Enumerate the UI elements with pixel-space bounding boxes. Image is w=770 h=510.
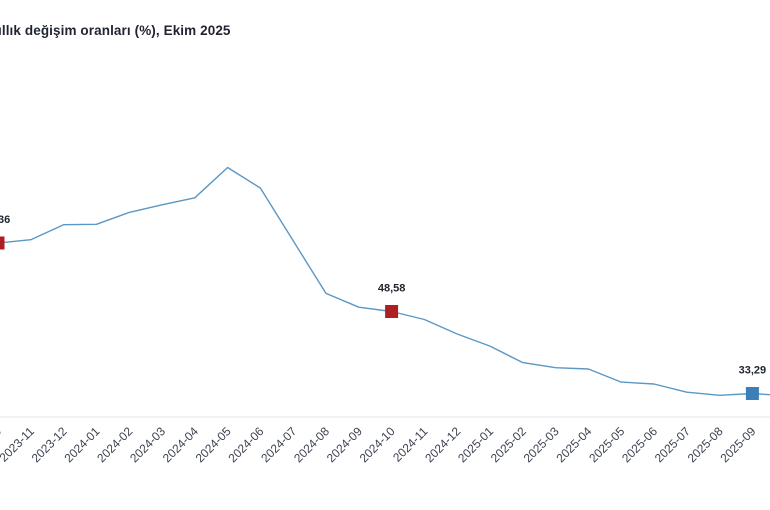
x-tick-label: 2025-02 — [488, 424, 529, 465]
x-tick-label: 2024-03 — [127, 424, 168, 465]
x-tick-label: 2025-03 — [521, 424, 562, 465]
x-tick-label: 2025-05 — [586, 424, 627, 465]
x-tick-label: 2024-10 — [357, 424, 398, 465]
x-tick-label: 2025-08 — [685, 424, 726, 465]
highlighted-points: 36 48,58 33,29 — [0, 214, 766, 400]
x-tick-label: 2024-04 — [160, 424, 201, 465]
x-tick-label: 2024-05 — [193, 424, 234, 465]
x-tick-label: 0 — [0, 424, 4, 439]
chart-title: ıllık değişim oranları (%), Ekim 2025 — [0, 23, 231, 38]
x-tick-label: 2024-09 — [324, 424, 365, 465]
x-tick-label: 2025-07 — [652, 424, 693, 465]
highlight-marker — [745, 387, 759, 400]
data-label: 33,29 — [739, 365, 767, 377]
data-label: 36 — [0, 214, 10, 226]
x-tick-label: 2023-12 — [29, 424, 70, 465]
x-tick-label: 2025-01 — [455, 424, 496, 465]
x-tick-label: 2025-06 — [619, 424, 660, 465]
x-tick-label: 2024-12 — [422, 424, 463, 465]
highlight-marker — [385, 305, 399, 318]
x-tick-label: 2024-02 — [94, 424, 135, 465]
x-tick-label: 2024-08 — [291, 424, 332, 465]
x-axis-ticks: 02023-112023-122024-012024-022024-032024… — [0, 424, 759, 465]
highlight-marker — [0, 236, 5, 250]
x-tick-label: 2024-01 — [61, 424, 102, 465]
x-tick-label: 2025-04 — [553, 424, 594, 465]
x-tick-label: 2024-06 — [225, 424, 266, 465]
x-tick-label: 2025-09 — [717, 424, 758, 465]
x-tick-label: 2024-07 — [258, 424, 299, 465]
data-label: 48,58 — [378, 283, 406, 295]
